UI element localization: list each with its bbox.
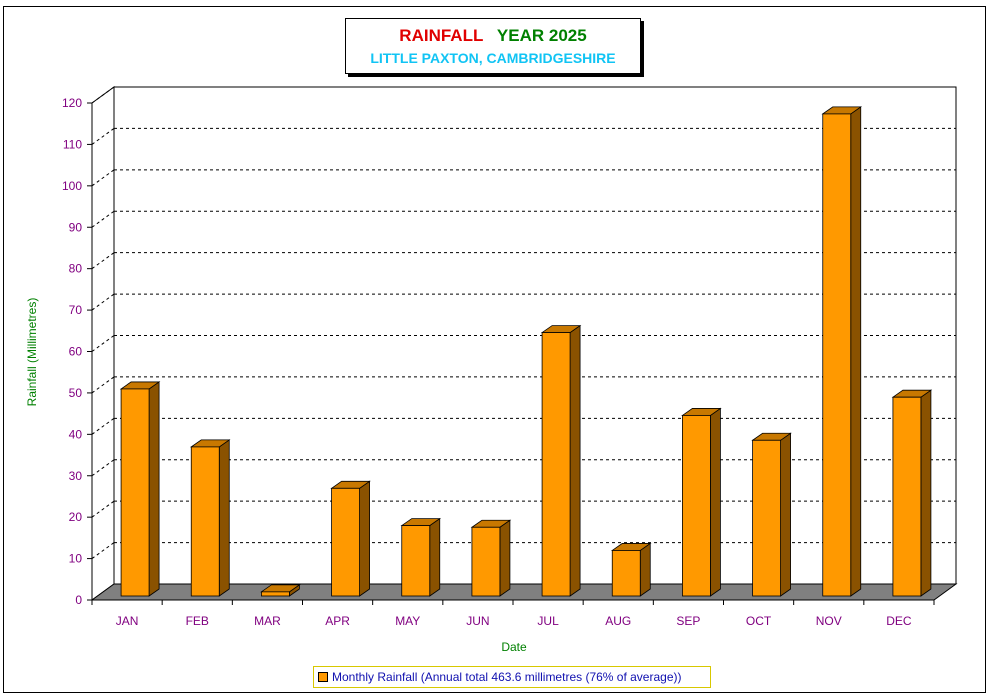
legend-swatch (318, 672, 328, 682)
x-tick-label: NOV (816, 614, 842, 628)
x-tick-label: MAY (395, 614, 420, 628)
title-box: RAINFALL YEAR 2025 LITTLE PAXTON, CAMBRI… (345, 18, 641, 74)
x-tick-label: APR (325, 614, 350, 628)
bar-side (850, 106, 862, 597)
gridline-side (91, 252, 115, 270)
y-tick-label: 70 (69, 303, 83, 317)
y-tick-label: 10 (69, 552, 83, 566)
x-tick-labels: JAN FEB MAR APR MAY JUN JUL AUG SEP OCT NOV DEC (116, 614, 912, 628)
bar-front (331, 487, 360, 597)
bar-side (429, 517, 441, 597)
y-tick-label: 110 (63, 137, 82, 151)
x-tick-label: JUN (466, 614, 489, 628)
bar-side (148, 381, 160, 597)
gridline-side (91, 500, 115, 518)
chart-title: RAINFALL YEAR 2025 (346, 26, 640, 46)
y-tick-labels: 0 10 20 30 40 50 60 70 80 90 100 110 120 (62, 96, 82, 607)
bar-side (499, 519, 511, 597)
gridline-side (91, 86, 115, 104)
gridline-side (91, 542, 115, 559)
gridline-side (91, 376, 115, 394)
y-axis-label: Rainfall (Millimetres) (25, 297, 39, 407)
x-tick-label: JAN (116, 614, 139, 628)
gridline-side (91, 293, 115, 311)
x-tick-label: MAR (254, 614, 281, 628)
bar-jun (470, 519, 512, 597)
x-tick-label: FEB (186, 614, 209, 628)
x-tick-label: AUG (605, 614, 631, 628)
bar-front (682, 415, 711, 597)
gridline-side (91, 210, 115, 228)
chart-subtitle: LITTLE PAXTON, CAMBRIDGESHIRE (370, 50, 616, 66)
x-tick-label: OCT (746, 614, 772, 628)
x-tick-label: JUL (537, 614, 559, 628)
bar-may (400, 517, 442, 597)
gridline-side (91, 459, 115, 477)
bar-front (822, 113, 852, 597)
y-tick-label: 60 (69, 345, 83, 359)
bar-front (401, 525, 431, 597)
bar-side (639, 542, 651, 597)
bar-front (261, 591, 290, 597)
y-tick-label: 40 (69, 427, 83, 441)
bar-apr (330, 480, 371, 597)
bar-front (541, 332, 571, 597)
y-tick-label: 0 (75, 593, 82, 607)
bar-side (359, 480, 370, 597)
axes (87, 102, 935, 605)
bar-mar (260, 584, 301, 597)
y-tick-label: 90 (69, 220, 83, 234)
title-year: YEAR 2025 (496, 26, 587, 45)
legend: Monthly Rainfall (Annual total 463.6 mil… (313, 666, 711, 688)
gridline-side (91, 417, 115, 435)
bar-front (892, 396, 922, 597)
bar-side (780, 432, 791, 597)
x-tick-label: DEC (886, 614, 912, 628)
bar-front (190, 446, 220, 597)
bar-front (752, 439, 781, 597)
chart-frame (3, 6, 986, 693)
x-axis-label: Date (501, 640, 527, 654)
y-tick-label: 120 (62, 96, 82, 110)
bar-dec (891, 389, 933, 597)
bar-jan (119, 381, 161, 597)
bar-aug (610, 542, 652, 597)
y-tick-label: 50 (69, 386, 83, 400)
gridlines (91, 86, 956, 559)
bar-side (710, 407, 721, 597)
bar-jul (540, 324, 582, 597)
y-tick-label: 80 (69, 262, 83, 276)
bar-front (471, 526, 501, 597)
gridline-side (91, 335, 115, 352)
bar-side (569, 324, 581, 597)
bar-feb (189, 439, 231, 597)
y-tick-label: 20 (69, 510, 83, 524)
bar-nov (821, 106, 863, 597)
x-tick-label: SEP (676, 614, 700, 628)
bars (119, 106, 933, 597)
y-tick-label: 30 (69, 469, 83, 483)
bar-front (611, 550, 641, 597)
bar-sep (681, 407, 722, 597)
gridline-side (91, 169, 115, 187)
y-tick-label: 100 (62, 179, 82, 193)
bar-side (218, 439, 230, 597)
legend-label: Monthly Rainfall (Annual total 463.6 mil… (332, 670, 682, 684)
bar-front (120, 388, 150, 597)
bar-side (920, 389, 932, 597)
gridline-side (91, 128, 115, 145)
title-rainfall: RAINFALL (399, 26, 484, 45)
bar-oct (751, 432, 792, 597)
